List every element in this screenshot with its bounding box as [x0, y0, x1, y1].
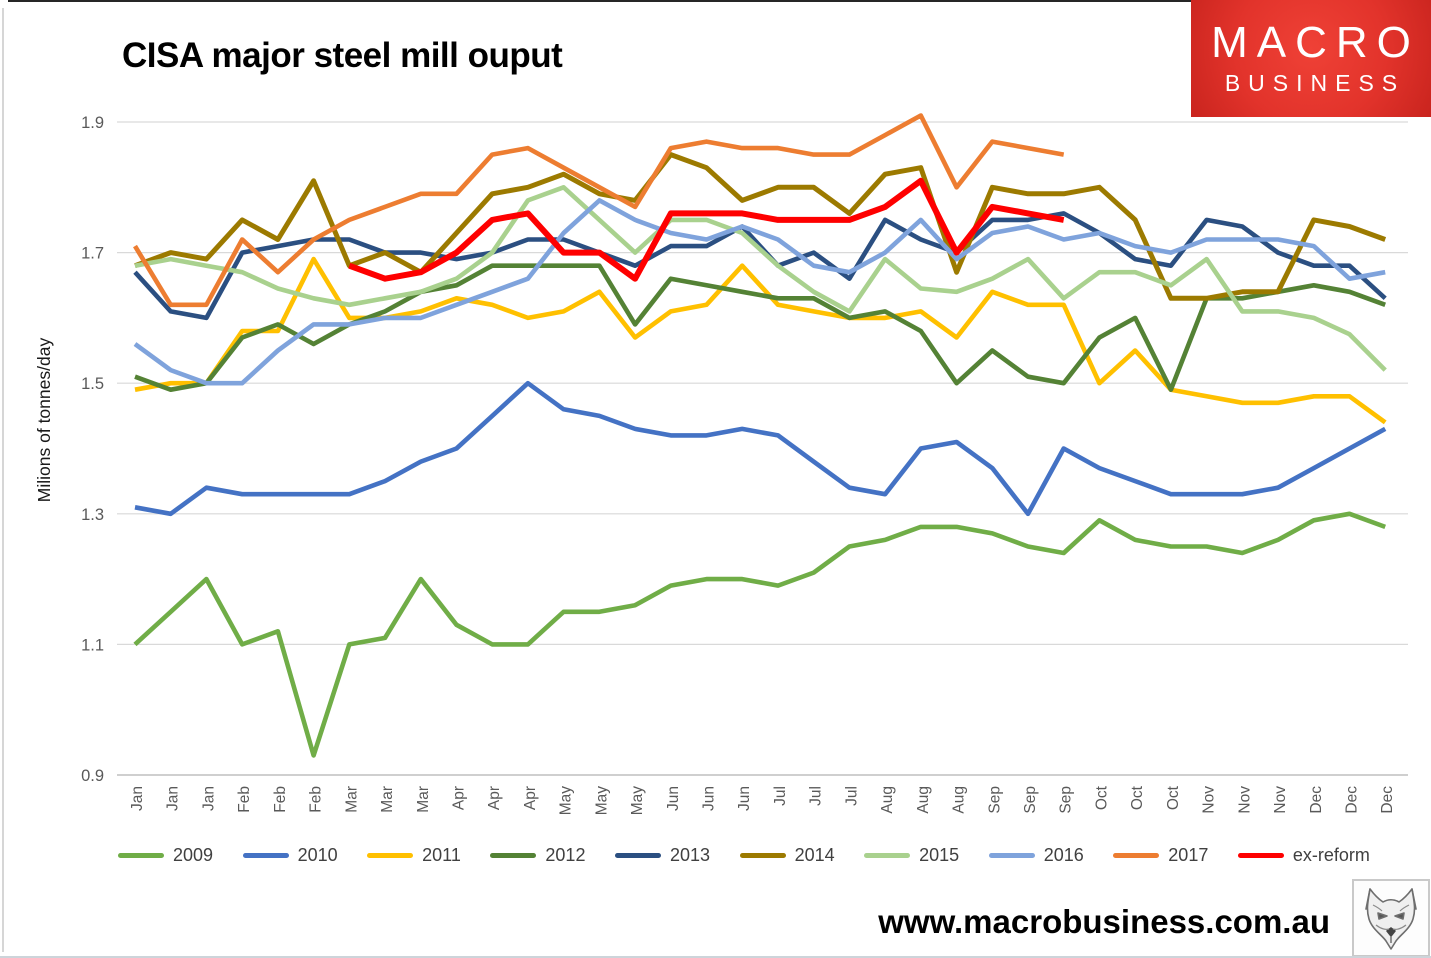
logo-text-macro: MACRO — [1211, 17, 1420, 67]
series-line-2009 — [133, 511, 1386, 758]
macrobusiness-logo: MACRO BUSINESS — [1191, 0, 1431, 117]
x-tick-label: Jan — [200, 786, 217, 811]
window-bottom-edge — [0, 956, 1431, 958]
legend-swatch-2009 — [118, 853, 164, 858]
series-line-2014 — [134, 152, 1387, 301]
x-tick-label: Aug — [915, 786, 932, 814]
x-tick-label: Oct — [1165, 785, 1182, 810]
legend: 2009 2010 2011 2012 2013 2014 2015 2016 2017 ex-r… — [118, 845, 1370, 866]
legend-swatch-2011 — [367, 853, 414, 858]
x-tick-label: Dec — [1343, 786, 1360, 814]
legend-label-2011: 2011 — [422, 845, 461, 865]
legend-swatch-ex-reform — [1237, 853, 1284, 858]
legend-swatch-2012 — [490, 853, 537, 858]
y-tick-label: 0.9 — [81, 767, 104, 785]
x-tick-label: Mar — [343, 786, 360, 813]
legend-swatch-2013 — [614, 853, 661, 858]
series-line-2017 — [133, 113, 1065, 308]
legend-label-2013: 2013 — [669, 845, 711, 865]
x-tick-label: Jul — [772, 786, 789, 806]
x-tick-label: Nov — [1201, 786, 1218, 814]
x-tick-label: Mar — [415, 786, 432, 813]
legend-swatch-2016 — [988, 853, 1035, 858]
y-tick-label: 1.5 — [81, 375, 104, 393]
legend-label-2012: 2012 — [545, 845, 586, 865]
x-tick-label: Jun — [665, 786, 682, 811]
legend-item-2013: 2013 — [614, 845, 711, 866]
legend-label-2017: 2017 — [1168, 845, 1209, 865]
window-top-edge — [8, 0, 1431, 2]
series-line-ex-reform — [348, 177, 1065, 282]
x-tick-label: May — [593, 786, 610, 816]
x-tick-label: Mar — [379, 786, 396, 813]
series-line-2012 — [134, 263, 1386, 393]
y-tick-label: 1.9 — [81, 114, 104, 132]
series-line-2010 — [134, 380, 1387, 517]
legend-swatch-2017 — [1113, 853, 1160, 858]
x-tick-label: Feb — [236, 786, 253, 813]
legend-swatch-2015 — [864, 853, 911, 858]
legend-item-2011: 2011 — [367, 845, 461, 866]
x-tick-label: Jun — [736, 786, 753, 811]
logo-text-business: BUSINESS — [1224, 70, 1406, 97]
legend-swatch-2010 — [242, 853, 289, 858]
x-tick-label: Apr — [522, 786, 539, 810]
window-left-edge — [2, 8, 4, 952]
x-tick-label: Nov — [1236, 786, 1253, 814]
x-tick-label: Oct — [1093, 785, 1110, 810]
x-tick-label: Jan — [129, 786, 146, 811]
legend-item-2017: 2017 — [1113, 845, 1208, 866]
x-tick-label: Apr — [450, 786, 467, 810]
wolf-logo-frame — [1352, 879, 1430, 957]
x-tick-label: Feb — [308, 786, 325, 813]
series-line-2011 — [134, 256, 1387, 425]
legend-label-2010: 2010 — [297, 845, 338, 865]
wolf-sketch-icon — [1365, 888, 1417, 950]
legend-label-2009: 2009 — [173, 845, 214, 865]
x-tick-label: Jan — [165, 786, 182, 811]
x-tick-label: Jun — [701, 786, 718, 811]
y-tick-label: 1.1 — [81, 636, 104, 654]
website-url: www.macrobusiness.com.au — [878, 903, 1330, 940]
legend-item-ex-reform: ex-reform — [1237, 845, 1370, 866]
legend-item-2016: 2016 — [988, 845, 1084, 866]
series-line-2013 — [133, 211, 1387, 321]
x-tick-label: Dec — [1308, 786, 1325, 814]
legend-label-ex-reform: ex-reform — [1292, 845, 1370, 865]
y-tick-label: 1.3 — [81, 506, 104, 524]
x-tick-label: Aug — [951, 786, 968, 814]
x-tick-label: Feb — [272, 786, 289, 813]
series-line-2016 — [133, 198, 1386, 386]
legend-item-2014: 2014 — [739, 845, 835, 866]
legend-item-2015: 2015 — [864, 845, 959, 866]
y-tick-label: 1.7 — [81, 245, 104, 263]
legend-label-2016: 2016 — [1043, 845, 1084, 865]
legend-item-2012: 2012 — [490, 845, 585, 866]
x-tick-label: Nov — [1272, 786, 1289, 814]
legend-label-2014: 2014 — [794, 845, 835, 865]
x-tick-label: Jul — [808, 786, 825, 806]
legend-swatch-2014 — [739, 853, 786, 858]
x-tick-label: Jul — [843, 786, 860, 806]
x-tick-label: Sep — [986, 786, 1003, 814]
x-tick-label: Oct — [1129, 785, 1146, 810]
chart-title: CISA major steel mill ouput — [122, 36, 563, 75]
x-tick-label: Aug — [879, 786, 896, 814]
x-tick-label: Sep — [1022, 786, 1039, 814]
legend-item-2009: 2009 — [118, 845, 213, 866]
legend-item-2010: 2010 — [242, 845, 338, 866]
x-tick-label: May — [629, 786, 646, 816]
x-tick-label: Sep — [1058, 786, 1075, 814]
x-tick-label: Dec — [1379, 786, 1396, 814]
y-axis-title: Milions of tonnes/day — [34, 338, 54, 503]
x-tick-label: Apr — [486, 786, 503, 810]
x-tick-label: May — [558, 786, 575, 816]
series-line-2015 — [134, 185, 1387, 372]
legend-label-2015: 2015 — [919, 845, 960, 865]
